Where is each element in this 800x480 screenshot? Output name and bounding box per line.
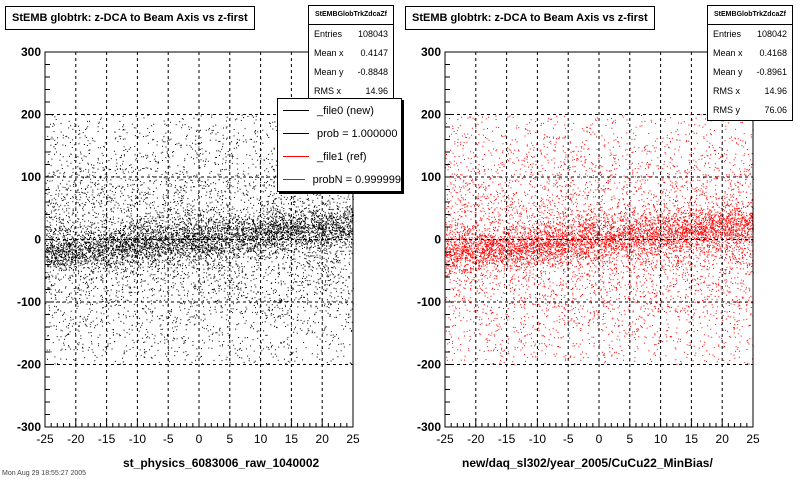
left-stats-box: StEMBGlobTrkZdcaZf Entries 108043 Mean x… [308,5,394,102]
x-tick-label: -15 [98,432,116,446]
right-stats-row: RMS x 14.96 [708,82,792,101]
y-tick-label: 300 [21,45,41,59]
x-tick-label: 15 [285,432,299,446]
legend-label: prob = 1.000000 [317,127,398,140]
right-histogram-panel: -25 -20 -15 -10 -5 0 5 10 15 20 25 -300 -200 -100 0 100… [400,0,800,480]
y-axis-ticks: -300 -200 -100 0 100 200 300 [17,45,54,434]
right-stats-box: StEMBGlobTrkZdcaZf Entries 108042 Mean x… [707,5,793,121]
stats-label: RMS x [713,86,740,96]
stats-value: 14.96 [365,86,388,96]
x-tick-label: 0 [596,432,603,446]
stats-label: Mean y [314,67,344,77]
x-tick-label: -25 [436,432,454,446]
stats-label: Mean y [713,67,743,77]
y-tick-label: -200 [417,358,441,372]
legend-entry: _file0 (new) [278,99,401,122]
legend-line-swatch [283,179,305,180]
stats-value: 0.4147 [360,48,388,58]
x-tick-label: 5 [226,432,233,446]
right-stats-row: Entries 108042 [708,25,792,44]
left-stats-row: RMS x 14.96 [309,82,393,101]
x-tick-label: 25 [746,432,760,446]
x-tick-label: 10 [654,432,668,446]
y-tick-label: 100 [21,170,41,184]
x-axis-ticks: -25 -20 -15 -10 -5 0 5 10 15 20 25 [36,419,360,446]
legend-line-swatch [283,133,309,134]
left-stats-header: StEMBGlobTrkZdcaZf [309,6,393,25]
scatter-point-cloud [45,114,354,365]
x-tick-label: 10 [254,432,268,446]
right-x-axis-title: new/daq_sl302/year_2005/CuCu22_MinBias/ [462,456,713,470]
x-tick-label: -5 [163,432,174,446]
stats-value: 14.96 [764,86,787,96]
left-stats-row: Mean y -0.8848 [309,63,393,82]
x-tick-label: 0 [196,432,203,446]
stats-value: 0.4168 [759,48,787,58]
legend-line-swatch [283,110,309,111]
right-plot-title: StEMB globtrk: z-DCA to Beam Axis vs z-f… [405,6,655,30]
legend-label: _file1 (ref) [317,150,367,163]
stats-label: Mean x [713,48,743,58]
scatter-point-cloud [445,114,754,365]
x-tick-label: 20 [316,432,330,446]
scatter-points [45,114,354,365]
y-tick-label: -300 [17,420,41,434]
legend-line-swatch [283,156,309,157]
legend-label: probN = 0.999999 [312,173,401,186]
y-tick-label: 200 [21,108,41,122]
y-tick-label: 100 [421,170,441,184]
x-tick-label: -10 [529,432,547,446]
right-stats-header: StEMBGlobTrkZdcaZf [708,6,792,25]
legend-label: _file0 (new) [317,104,374,117]
stats-label: Entries [713,29,742,39]
stats-value: -0.8848 [357,67,388,77]
x-tick-label: -15 [498,432,516,446]
y-tick-label: 200 [421,108,441,122]
y-tick-label: 0 [34,233,41,247]
left-stats-row: Entries 108043 [309,25,393,44]
scatter-points [445,114,754,365]
left-stats-row: Mean x 0.4147 [309,44,393,63]
y-axis-ticks: -300 -200 -100 0 100 200 300 [417,45,454,434]
left-x-axis-title: st_physics_6083006_raw_1040002 [123,456,320,470]
y-tick-label: -100 [17,295,41,309]
comparison-legend: _file0 (new) prob = 1.000000 _file1 (ref… [277,98,402,192]
y-tick-label: -200 [17,358,41,372]
stats-label: Mean x [314,48,344,58]
stats-value: 108042 [756,29,787,39]
x-tick-label: 15 [685,432,699,446]
x-tick-label: 5 [626,432,633,446]
x-tick-label: -20 [467,432,485,446]
y-tick-label: 0 [434,233,441,247]
x-tick-label: -5 [563,432,574,446]
stats-value: 108043 [357,29,388,39]
x-axis-ticks: -25 -20 -15 -10 -5 0 5 10 15 20 25 [436,419,760,446]
legend-entry: probN = 0.999999 [278,168,401,191]
x-tick-label: -20 [67,432,85,446]
right-stats-row: RMS y 76.06 [708,101,792,120]
legend-entry: prob = 1.000000 [278,122,401,145]
stats-value: 76.06 [764,105,787,115]
y-tick-label: 300 [421,45,441,59]
left-histogram-panel: -25 -20 -15 -10 -5 0 5 10 15 20 25 -300 -200 -100 0 100… [2,5,402,477]
stats-label: RMS x [314,86,341,96]
x-tick-label: 25 [346,432,360,446]
left-plot-title: StEMB globtrk: z-DCA to Beam Axis vs z-f… [5,6,255,30]
stats-label: RMS y [713,105,740,115]
legend-entry: _file1 (ref) [278,145,401,168]
stats-value: -0.8961 [756,67,787,77]
x-tick-label: -10 [129,432,147,446]
x-tick-label: 20 [716,432,730,446]
x-tick-label: -25 [36,432,54,446]
stats-label: Entries [314,29,343,39]
timestamp-note: Mon Aug 29 18:55:27 2005 [2,470,87,477]
right-stats-row: Mean x 0.4168 [708,44,792,63]
y-tick-label: -300 [417,420,441,434]
right-stats-row: Mean y -0.8961 [708,63,792,82]
y-tick-label: -100 [417,295,441,309]
